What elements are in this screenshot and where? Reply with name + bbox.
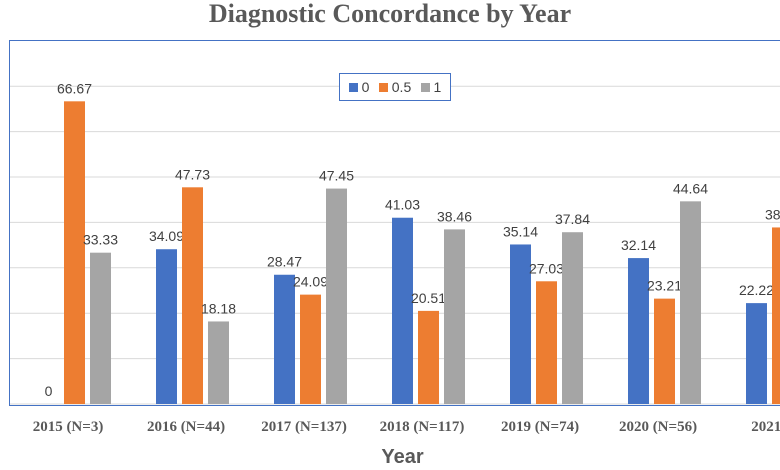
data-label: 27.03 <box>529 260 564 276</box>
bar-1-3 <box>444 229 465 404</box>
x-tick-label: 2019 (N=74) <box>501 419 579 435</box>
bar-0-5-0 <box>64 101 85 404</box>
data-label: 47.73 <box>175 166 210 182</box>
data-label: 28.47 <box>267 254 302 270</box>
data-label: 38.46 <box>437 208 472 224</box>
bar-0-5-5 <box>654 298 675 404</box>
legend-item-1: 1 <box>420 79 442 95</box>
data-label: 37.84 <box>555 211 590 227</box>
legend-swatch-1 <box>420 82 430 92</box>
x-tick-label: 2021 (N <box>751 419 780 435</box>
bar-1-1 <box>208 321 229 404</box>
bar-0-3 <box>392 217 413 404</box>
legend-item-0: 0 <box>348 79 370 95</box>
legend: 0 0.5 1 <box>339 73 451 101</box>
data-label: 22.22 <box>739 282 774 298</box>
bar-0-5-2 <box>300 294 321 404</box>
bar-1-5 <box>680 201 701 404</box>
data-label: 20.51 <box>411 290 446 306</box>
legend-swatch-0 <box>348 82 358 92</box>
bar-0-5-6 <box>772 227 780 404</box>
bar-1-0 <box>90 252 111 404</box>
data-label: 0 <box>45 383 53 399</box>
bar-0-2 <box>274 274 295 404</box>
data-label: 38.89 <box>765 206 780 222</box>
data-label: 35.14 <box>503 223 538 239</box>
bar-0-4 <box>510 244 531 404</box>
x-tick-label: 2016 (N=44) <box>147 419 225 435</box>
data-label: 66.67 <box>57 80 92 96</box>
bar-0-1 <box>156 249 177 404</box>
data-label: 34.09 <box>149 228 184 244</box>
plot-area <box>9 40 780 406</box>
bar-1-2 <box>326 188 347 404</box>
x-axis-label: Year <box>381 446 424 468</box>
bar-0-6 <box>746 303 767 404</box>
data-label: 23.21 <box>647 278 682 294</box>
bar-0-5-4 <box>536 281 557 404</box>
legend-swatch-0-5 <box>378 82 388 92</box>
x-tick-label: 2020 (N=56) <box>619 419 697 435</box>
legend-label-0-5: 0.5 <box>391 79 412 95</box>
bar-1-4 <box>562 232 583 404</box>
data-label: 18.18 <box>201 300 236 316</box>
x-tick-label: 2017 (N=137) <box>261 419 347 435</box>
bar-0-5-3 <box>418 310 439 404</box>
bar-0-5 <box>628 258 649 404</box>
x-tick-label: 2018 (N=117) <box>380 419 465 435</box>
bar-0-5-1 <box>182 187 203 404</box>
data-label: 33.33 <box>83 232 118 248</box>
legend-label-1: 1 <box>433 79 442 95</box>
data-label: 47.45 <box>319 168 354 184</box>
data-label: 24.09 <box>293 274 328 290</box>
data-label: 41.03 <box>385 197 420 213</box>
data-label: 44.64 <box>673 180 708 196</box>
data-label: 32.14 <box>621 237 656 253</box>
chart-title: Diagnostic Concordance by Year <box>208 0 572 28</box>
x-tick-label: 2015 (N=3) <box>33 419 104 435</box>
legend-item-0-5: 0.5 <box>378 79 412 95</box>
legend-label-0: 0 <box>361 79 370 95</box>
